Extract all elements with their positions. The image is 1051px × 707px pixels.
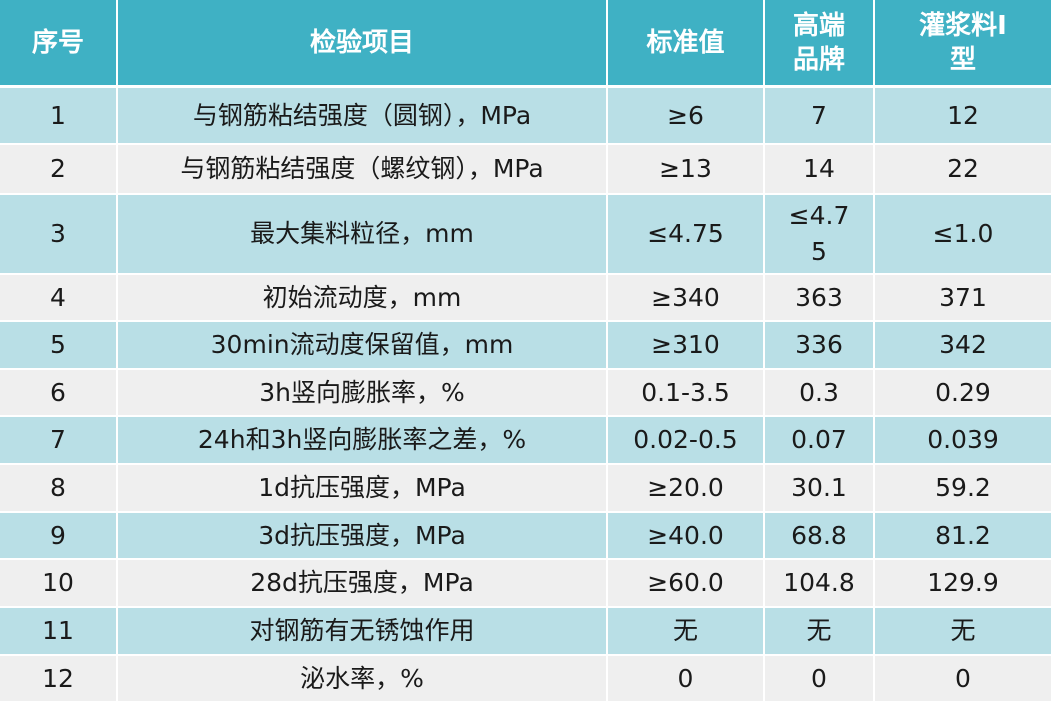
cell-standard: ≥40.0 <box>608 513 765 560</box>
cell-standard: ≥6 <box>608 88 765 145</box>
cell-highend: 104.8 <box>765 560 875 608</box>
cell-no: 12 <box>0 656 118 703</box>
cell-standard: 0.1-3.5 <box>608 370 765 417</box>
cell-standard: ≥13 <box>608 145 765 195</box>
cell-standard: 无 <box>608 608 765 656</box>
cell-item: 1d抗压强度，MPa <box>118 465 608 513</box>
cell-item: 对钢筋有无锈蚀作用 <box>118 608 608 656</box>
cell-grout: 0.039 <box>875 417 1051 465</box>
cell-no: 8 <box>0 465 118 513</box>
table-row: 3 最大集料粒径，mm ≤4.75 ≤4.75 ≤1.0 <box>0 195 1051 275</box>
cell-grout: 无 <box>875 608 1051 656</box>
table-row: 1 与钢筋粘结强度（圆钢），MPa ≥6 7 12 <box>0 88 1051 145</box>
header-no: 序号 <box>0 0 118 88</box>
cell-item: 与钢筋粘结强度（圆钢），MPa <box>118 88 608 145</box>
cell-grout: 0 <box>875 656 1051 703</box>
cell-no: 9 <box>0 513 118 560</box>
cell-highend: 7 <box>765 88 875 145</box>
cell-standard: ≥340 <box>608 275 765 322</box>
cell-item: 初始流动度，mm <box>118 275 608 322</box>
cell-item: 3d抗压强度，MPa <box>118 513 608 560</box>
cell-item: 28d抗压强度，MPa <box>118 560 608 608</box>
header-item: 检验项目 <box>118 0 608 88</box>
table-header: 序号 检验项目 标准值 高端品牌 灌浆料Ⅰ型 <box>0 0 1051 88</box>
cell-grout: ≤1.0 <box>875 195 1051 275</box>
cell-standard: 0 <box>608 656 765 703</box>
cell-item: 与钢筋粘结强度（螺纹钢），MPa <box>118 145 608 195</box>
cell-grout: 22 <box>875 145 1051 195</box>
cell-item: 泌水率，% <box>118 656 608 703</box>
cell-highend: 30.1 <box>765 465 875 513</box>
cell-no: 3 <box>0 195 118 275</box>
header-highend-label: 高端品牌 <box>792 10 845 75</box>
cell-grout: 12 <box>875 88 1051 145</box>
table-body: 1 与钢筋粘结强度（圆钢），MPa ≥6 7 12 2 与钢筋粘结强度（螺纹钢），MPa ≥1… <box>0 88 1051 703</box>
table-row: 7 24h和3h竖向膨胀率之差，% 0.02-0.5 0.07 0.039 <box>0 417 1051 465</box>
table-row: 9 3d抗压强度，MPa ≥40.0 68.8 81.2 <box>0 513 1051 560</box>
table-row: 10 28d抗压强度，MPa ≥60.0 104.8 129.9 <box>0 560 1051 608</box>
cell-highend: 14 <box>765 145 875 195</box>
cell-standard: ≤4.75 <box>608 195 765 275</box>
cell-no: 2 <box>0 145 118 195</box>
cell-item: 3h竖向膨胀率，% <box>118 370 608 417</box>
cell-no: 11 <box>0 608 118 656</box>
header-highend: 高端品牌 <box>765 0 875 88</box>
cell-grout: 342 <box>875 322 1051 370</box>
cell-no: 10 <box>0 560 118 608</box>
cell-grout: 81.2 <box>875 513 1051 560</box>
cell-no: 1 <box>0 88 118 145</box>
cell-no: 5 <box>0 322 118 370</box>
table-row: 5 30min流动度保留值，mm ≥310 336 342 <box>0 322 1051 370</box>
cell-highend: ≤4.75 <box>765 195 875 275</box>
cell-standard: ≥20.0 <box>608 465 765 513</box>
cell-highend: 0 <box>765 656 875 703</box>
cell-highend: 0.3 <box>765 370 875 417</box>
header-row: 序号 检验项目 标准值 高端品牌 灌浆料Ⅰ型 <box>0 0 1051 88</box>
header-grout-label: 灌浆料Ⅰ型 <box>919 10 1007 75</box>
cell-grout: 59.2 <box>875 465 1051 513</box>
cell-no: 4 <box>0 275 118 322</box>
table-row: 2 与钢筋粘结强度（螺纹钢），MPa ≥13 14 22 <box>0 145 1051 195</box>
cell-grout: 129.9 <box>875 560 1051 608</box>
cell-item: 30min流动度保留值，mm <box>118 322 608 370</box>
cell-highend: 0.07 <box>765 417 875 465</box>
cell-grout: 0.29 <box>875 370 1051 417</box>
table-row: 4 初始流动度，mm ≥340 363 371 <box>0 275 1051 322</box>
cell-highend: 无 <box>765 608 875 656</box>
table-row: 6 3h竖向膨胀率，% 0.1-3.5 0.3 0.29 <box>0 370 1051 417</box>
cell-grout: 371 <box>875 275 1051 322</box>
cell-no: 6 <box>0 370 118 417</box>
cell-item: 最大集料粒径，mm <box>118 195 608 275</box>
cell-standard: ≥60.0 <box>608 560 765 608</box>
cell-item: 24h和3h竖向膨胀率之差，% <box>118 417 608 465</box>
cell-highend: 336 <box>765 322 875 370</box>
cell-standard: 0.02-0.5 <box>608 417 765 465</box>
cell-no: 7 <box>0 417 118 465</box>
header-grout: 灌浆料Ⅰ型 <box>875 0 1051 88</box>
header-standard: 标准值 <box>608 0 765 88</box>
table-row: 11 对钢筋有无锈蚀作用无无无 <box>0 608 1051 656</box>
table-row: 8 1d抗压强度，MPa ≥20.0 30.1 59.2 <box>0 465 1051 513</box>
cell-highend: 363 <box>765 275 875 322</box>
cell-highend: 68.8 <box>765 513 875 560</box>
cell-highend-text: ≤4.75 <box>788 201 850 266</box>
cell-standard: ≥310 <box>608 322 765 370</box>
table-row: 12 泌水率，% 0 0 0 <box>0 656 1051 703</box>
